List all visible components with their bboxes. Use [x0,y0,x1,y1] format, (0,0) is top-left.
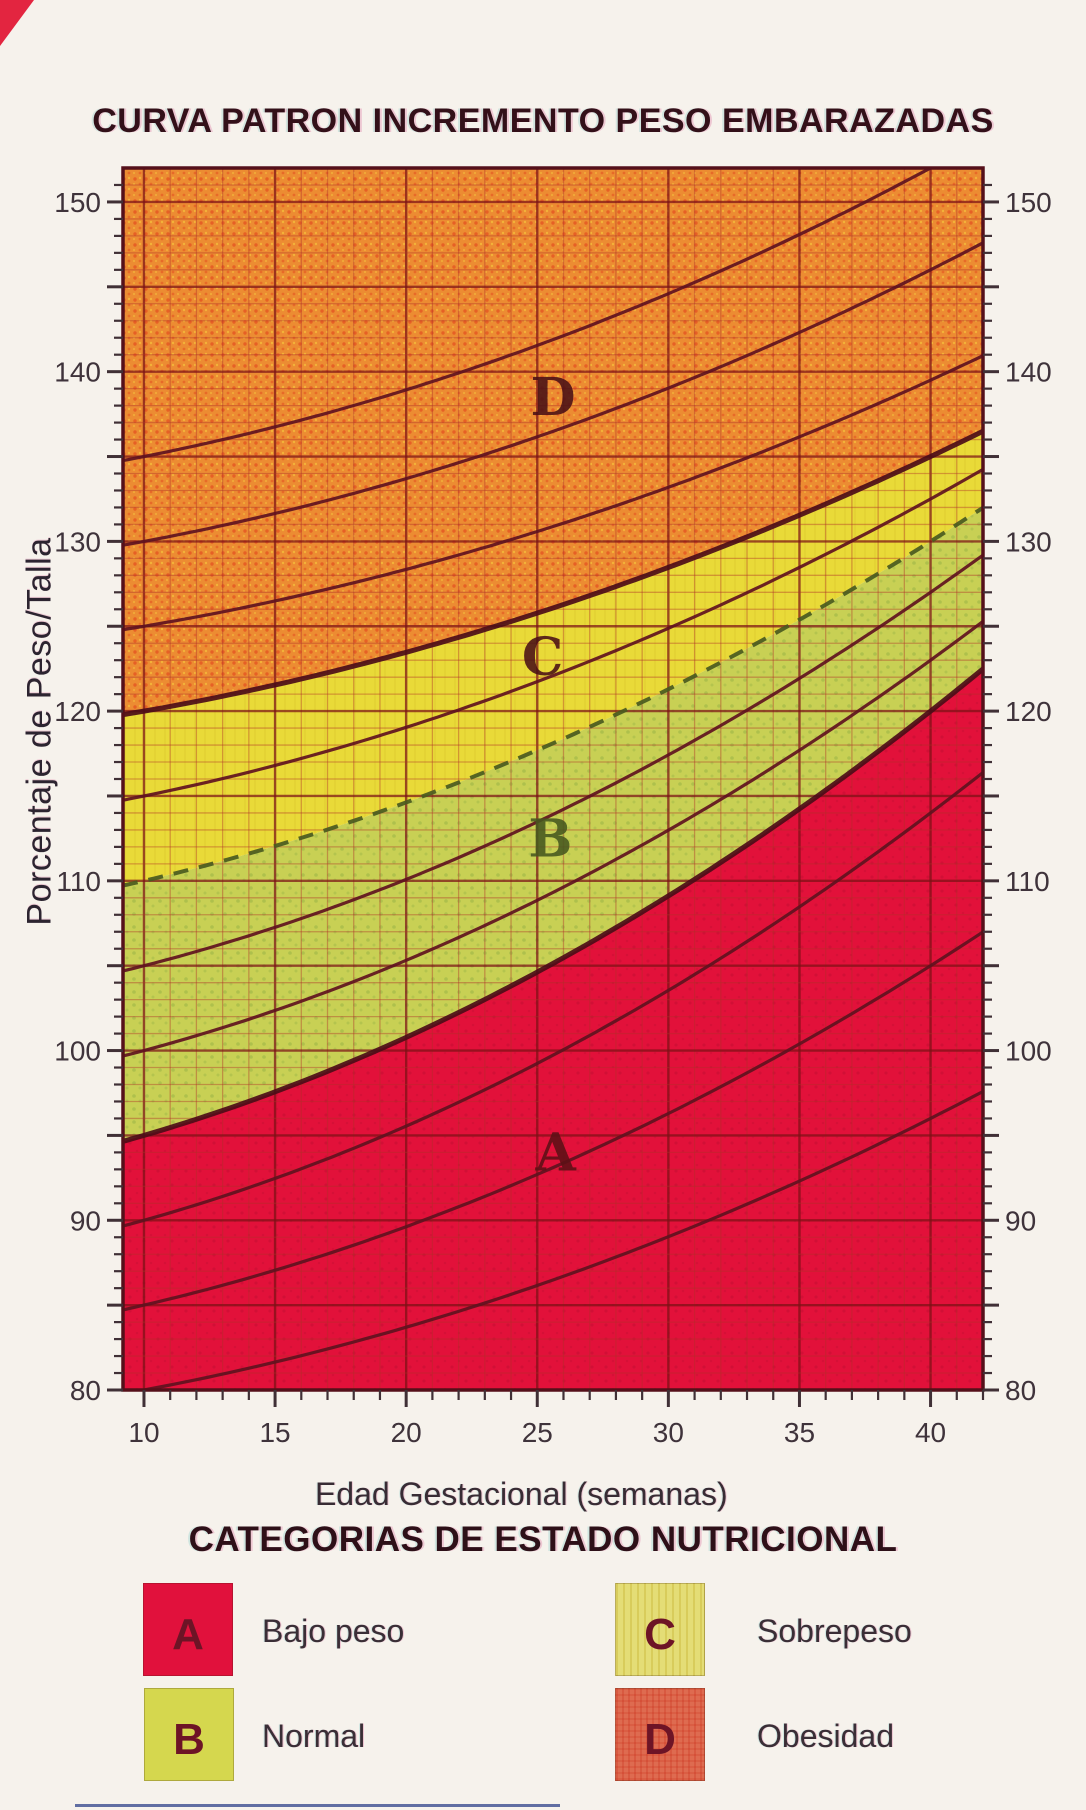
curve-80-channel [135,1090,983,1390]
curve-85-channel [123,930,983,1312]
y-axis-label: Porcentaje de Peso/Talla [20,537,59,926]
svg-text:110: 110 [1005,866,1050,897]
curve-110-boundary-BC [123,506,983,888]
svg-text:90: 90 [1005,1205,1036,1236]
curve-115-channel [123,468,983,802]
svg-text:110: 110 [56,866,101,897]
svg-text:100: 100 [54,1036,101,1067]
scan-corner-mark [0,0,34,46]
legend-swatch-sobrepeso: C [615,1583,705,1676]
svg-text:80: 80 [1005,1375,1036,1406]
zone-letter-d: D [530,367,575,428]
svg-text:25: 25 [522,1417,553,1448]
zone-letter-b: B [528,808,572,869]
axis-ticks [107,183,999,1407]
svg-text:35: 35 [784,1417,815,1448]
legend-label-obesidad: Obesidad [757,1718,894,1754]
svg-text:80: 80 [70,1375,101,1406]
svg-text:130: 130 [54,526,101,557]
axis-tick-labels: 80 80 90 90 100 100 110 110 120 120 130 130 140 140 15… [54,187,1051,1448]
curve-120-boundary-CD [123,428,983,718]
svg-text:100: 100 [1005,1036,1052,1067]
svg-text:140: 140 [1005,357,1052,388]
legend-label-bajo-peso: Bajo peso [262,1613,405,1649]
grid [123,168,983,1390]
curve-95-boundary-AB [123,666,983,1144]
x-axis-label: Edad Gestacional (semanas) [314,1476,728,1512]
zone-letter-a: A [534,1122,576,1183]
legend-letter-c: C [615,1583,705,1676]
svg-text:120: 120 [1005,696,1052,727]
svg-text:120: 120 [54,696,101,727]
legend-letter-d: D [615,1688,705,1781]
curves [123,168,983,1390]
legend-label-sobrepeso: Sobrepeso [757,1613,912,1649]
zone-letters: A B C D [522,367,577,1183]
curve-90-channel [123,771,983,1228]
curve-135-channel [123,168,934,463]
legend-letter-b: B [144,1688,234,1781]
scan-bottom-line [75,1804,560,1807]
legend-swatch-bajo-peso: A [143,1583,233,1676]
legend-swatch-obesidad: D [615,1688,705,1781]
svg-text:30: 30 [653,1417,684,1448]
curve-105-channel [123,553,983,973]
svg-text:140: 140 [54,357,101,388]
curve-130-channel [123,241,983,547]
svg-text:150: 150 [54,187,101,218]
legend-label-normal: Normal [262,1718,366,1754]
zone-letter-c: C [522,627,563,688]
svg-text:20: 20 [391,1417,422,1448]
curve-125-channel [123,354,983,632]
svg-text:40: 40 [915,1417,946,1448]
zone-fills [123,168,983,1390]
svg-text:90: 90 [70,1205,101,1236]
legend-letter-a: A [143,1583,233,1676]
svg-text:10: 10 [128,1417,159,1448]
svg-text:150: 150 [1005,187,1052,218]
legend-title: CATEGORIAS DE ESTADO NUTRICIONAL [188,1520,898,1559]
svg-text:15: 15 [259,1417,290,1448]
curve-100-channel [123,620,983,1058]
svg-text:130: 130 [1005,526,1052,557]
legend-swatch-normal: B [144,1688,234,1781]
chart-title: CURVA PATRON INCREMENTO PESO EMBARAZADAS [92,102,994,140]
